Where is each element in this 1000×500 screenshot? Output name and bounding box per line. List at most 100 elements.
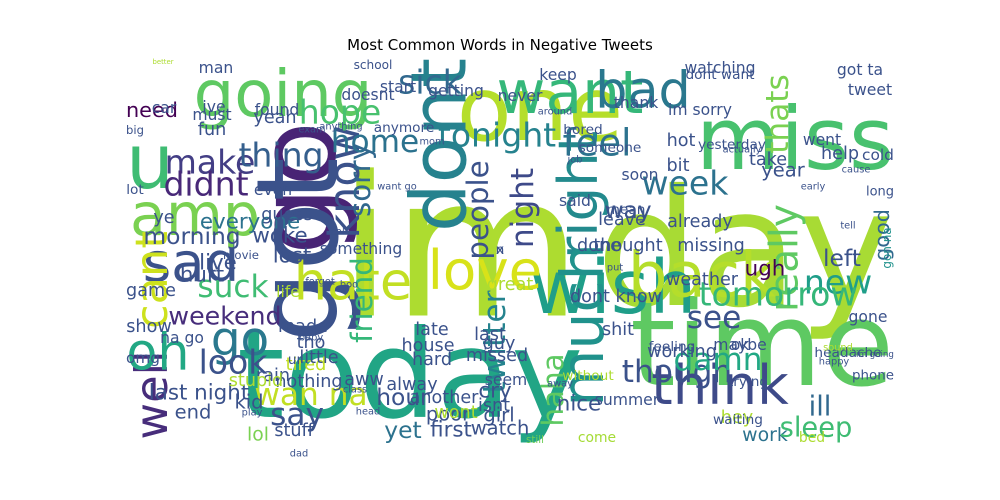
word-baby: baby [299,333,323,344]
word-found: found [255,101,300,119]
word-wan-na: wan na [254,377,367,413]
word-twitter: twitter [477,290,513,393]
word-poor: poor [426,403,471,426]
word-n: n [496,242,505,258]
word-wish: wish [530,245,697,331]
word-call: call [331,227,348,238]
word-yeah: yeah [253,108,296,128]
word-hot: hot [667,131,696,151]
word-tell: tell [840,221,855,232]
word-already: already [667,212,733,232]
word-ye: ye [153,208,174,228]
word-miss: miss [696,90,894,190]
word-nothing: nothing [275,372,342,392]
word-head: head [356,407,380,418]
word-missing: missing [677,236,745,256]
word-dad: dad [290,449,308,460]
word-school: school [354,58,393,72]
word-yesterday: yesterday [698,137,766,153]
word-ur: ur [288,352,303,368]
word-left: left [823,244,861,272]
word-tho: tho [297,333,326,353]
word-damn: damn [673,342,762,378]
word-without: without [562,368,614,384]
word-put: put [607,263,623,274]
word-woke: woke [252,224,307,249]
word-job: job [567,155,583,166]
word-back: back [628,239,776,312]
word-oh: oh [126,323,189,382]
word-still: still [526,434,544,446]
word-shit: shit [602,320,634,340]
word-hate: hate [294,252,413,313]
word-done: done [577,236,621,256]
word-thank: thank [614,94,658,112]
word-feeling: feeling [649,339,696,355]
word-way: way [604,196,651,224]
word-im: im [338,135,582,362]
word-last: last [474,325,506,345]
word-isnt: isnt [478,396,510,416]
word-late: late [415,320,448,340]
word-girl: girl [483,404,514,427]
word-hurt: hurt [180,263,224,288]
word-life: life [276,283,300,301]
word-day: day [596,156,894,344]
word-though: though [622,354,732,390]
word-haha: haha [536,353,570,426]
word-ugh: ugh [745,257,786,282]
word-headache: headache [814,345,881,361]
word-first: first [430,418,472,443]
word-hour: hour [376,383,430,411]
word-made: made [278,317,328,337]
word-people: people [461,160,495,259]
word-show: show [126,317,171,337]
word-amp: amp [130,181,260,249]
word-waiting: waiting [713,412,763,428]
word-bad: bad [595,61,690,120]
word-long: long [866,185,894,200]
word-lot: lot [126,182,144,198]
word-go: go [211,313,269,367]
chart-title: Most Common Words in Negative Tweets [347,36,653,54]
word-sad: sad [143,230,240,294]
word-hope: hope [299,93,382,132]
word-look: look [199,343,269,382]
word-love: love [428,238,542,302]
word-say: say [270,397,324,433]
word-weekend: weekend [168,302,281,331]
word-rain: rain [256,366,290,386]
word-come: come [578,430,616,446]
word-mom: mom [419,137,444,148]
word-car: car [152,99,177,117]
word-better: better [152,58,173,66]
word-someone: someone [579,140,642,156]
word-even: even [254,181,292,199]
word-thing: thing [238,136,323,175]
word-one: one [457,58,623,162]
word-nice: nice [557,392,601,417]
word-watching: watching [685,59,756,77]
word-omg: omg [126,349,160,367]
word-night: night [505,168,541,248]
word-exam: exam [298,125,325,136]
word-dont-know: dont know [570,287,662,307]
word-really: really [763,204,808,312]
word-morning: morning [143,222,240,250]
word-movie: movie [223,248,259,262]
word-sleep: sleep [780,413,853,444]
word-lost: lost [273,244,312,269]
word-friend: friend [345,257,379,343]
word-mean: mean [607,202,646,218]
word-boo: boo [340,280,358,291]
word-anything: anything [319,122,362,133]
word-ok: ok [731,336,750,354]
word-got-ta: got ta [837,61,883,79]
word-sick: sick [398,63,463,102]
word-missed: missed [466,346,528,366]
word-leave: leave [598,210,646,230]
word-soon: soon [621,166,658,184]
word-tired: tired [286,355,327,375]
word-everyone: everyone [200,210,300,235]
